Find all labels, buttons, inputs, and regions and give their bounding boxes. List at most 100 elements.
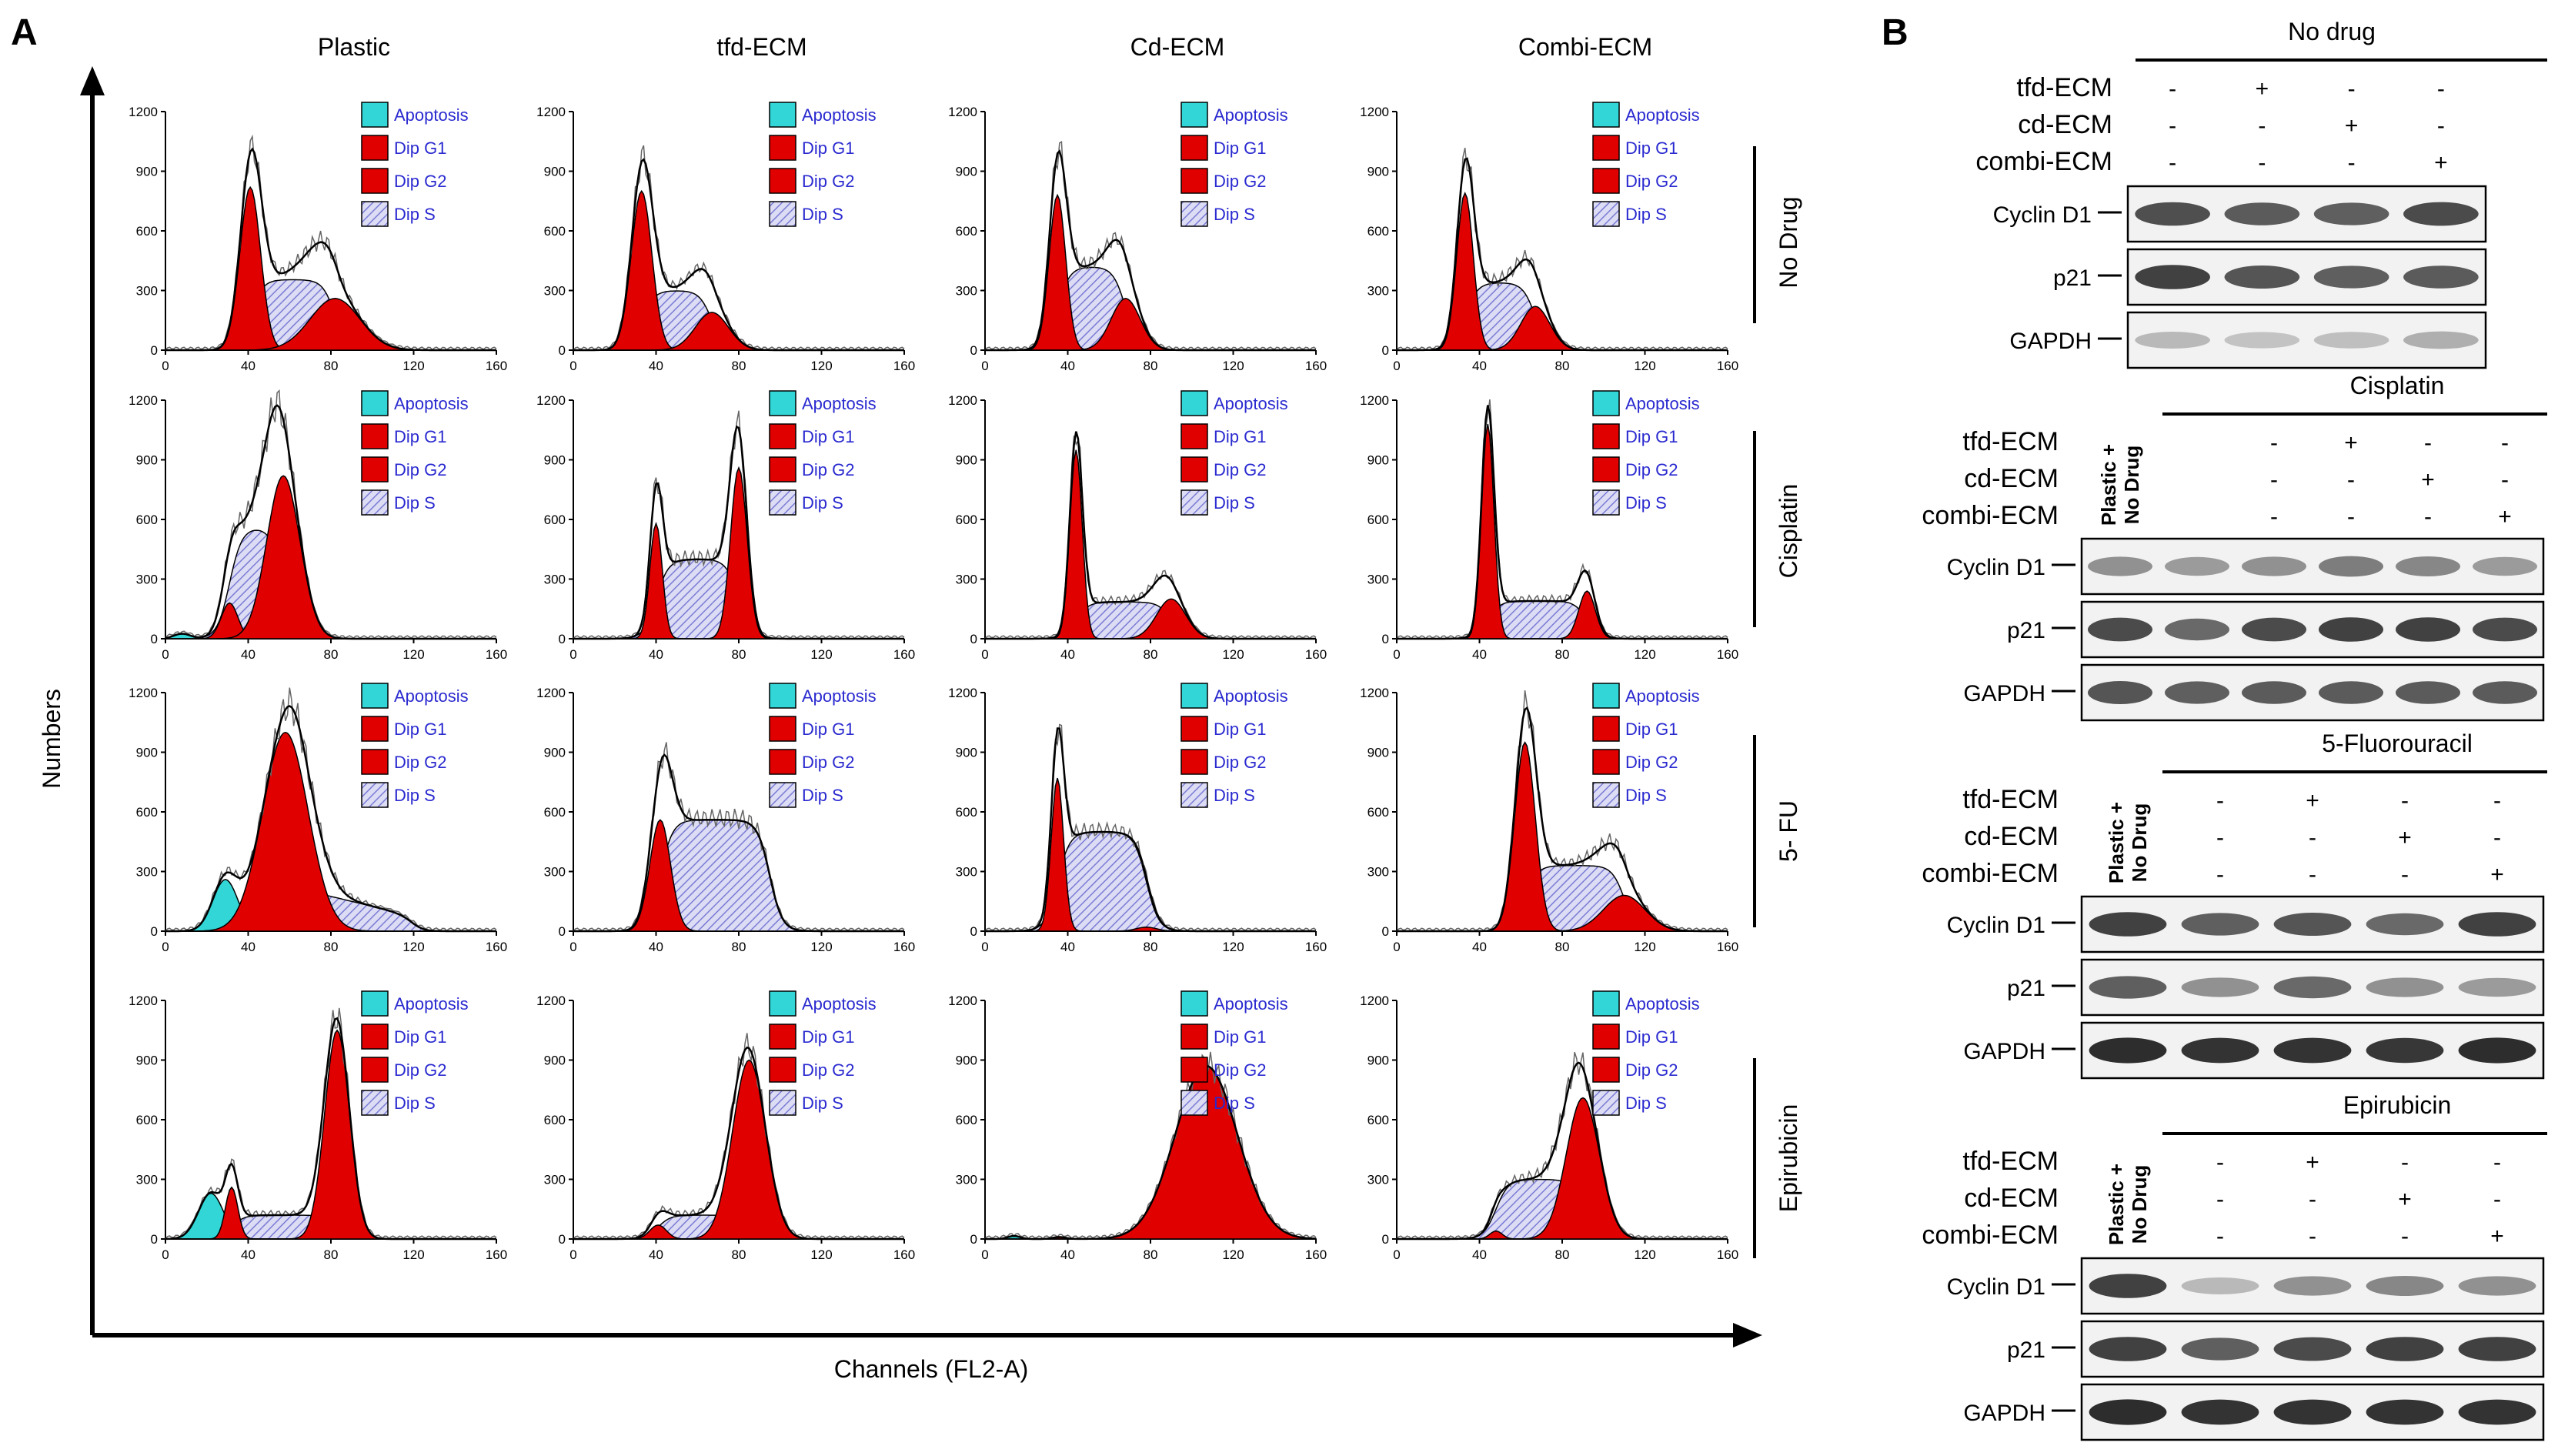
legend-dip-s: Dip S xyxy=(1625,1094,1667,1113)
x-tick-label: 40 xyxy=(1472,1247,1487,1262)
legend-dip-g1-swatch xyxy=(361,135,389,161)
x-tick-label: 40 xyxy=(1472,940,1487,954)
band xyxy=(2165,681,2229,704)
band xyxy=(2366,913,2444,936)
blot-section-cisplatin: Cisplatin tfd-ECM - + - - cd-ECM - - + - combi-ECM -… xyxy=(1922,372,2547,722)
legend-dip-g2: Dip G2 xyxy=(802,1060,854,1080)
band xyxy=(2458,1399,2536,1425)
no-drug-label: No Drug xyxy=(2128,803,2151,883)
band xyxy=(2273,1276,2352,1296)
band xyxy=(2403,331,2479,349)
band xyxy=(2165,618,2229,641)
x-tick-label: 120 xyxy=(810,647,832,662)
legend-dip-s-swatch xyxy=(1592,1090,1620,1116)
dip-s-area xyxy=(1397,865,1728,932)
histogram-5fu-combi: 0 300 600 900 1200 0 40 80 120 160 Apoptosis Dip G1… xyxy=(1360,683,1738,954)
col-title-cd-ecm: Cd-ECM xyxy=(1130,33,1225,61)
cond-tfd-ecm-label: tfd-ECM xyxy=(1962,785,2059,814)
x-tick-label: 160 xyxy=(893,359,915,373)
x-tick-label: 120 xyxy=(1222,359,1244,373)
protein-label-p21: p21 xyxy=(2007,976,2045,1001)
x-tick-label: 80 xyxy=(732,1247,746,1262)
y-tick-label: 300 xyxy=(136,573,158,587)
band xyxy=(2273,913,2352,936)
cond-cd-ecm-label: cd-ECM xyxy=(1964,1184,2059,1213)
band xyxy=(2396,681,2460,704)
fit-curve xyxy=(573,753,904,933)
x-tick-label: 80 xyxy=(1555,647,1570,662)
legend-dip-g1: Dip G1 xyxy=(802,1027,854,1047)
legend-dip-s: Dip S xyxy=(802,205,843,224)
legend-dip-g1: Dip G1 xyxy=(394,1027,446,1047)
raw-trace xyxy=(984,435,1317,640)
band xyxy=(2396,617,2460,642)
section-title: Cisplatin xyxy=(2350,372,2445,399)
y-tick-label: 0 xyxy=(970,1232,977,1247)
legend-dip-s: Dip S xyxy=(802,1094,843,1113)
minus-sign: - xyxy=(2401,788,2409,813)
legend-apoptosis: Apoptosis xyxy=(802,394,877,413)
x-tick-label: 0 xyxy=(162,359,169,373)
legend-dip-g1-swatch xyxy=(1180,423,1208,449)
legend-dip-g1: Dip G1 xyxy=(802,720,854,739)
legend-dip-s-swatch xyxy=(1592,782,1620,808)
x-tick-label: 160 xyxy=(1305,647,1327,662)
dip-s-area xyxy=(1397,600,1728,640)
y-tick-label: 300 xyxy=(136,1173,158,1187)
fit-curve xyxy=(1397,706,1728,933)
protein-label-gapdh: GAPDH xyxy=(1963,1039,2045,1064)
y-tick-label: 0 xyxy=(559,343,566,358)
y-tick-label: 0 xyxy=(970,343,977,358)
minus-sign: - xyxy=(2437,113,2445,139)
y-tick-label: 0 xyxy=(151,343,158,358)
blot-strip xyxy=(2080,663,2545,722)
legend-apoptosis: Apoptosis xyxy=(394,394,469,413)
legend-dip-g2-swatch xyxy=(361,749,389,775)
x-tick-label: 40 xyxy=(1472,647,1487,662)
legend-dip-g1-swatch xyxy=(1592,135,1620,161)
fit-curve xyxy=(165,1017,496,1241)
legend-apoptosis: Apoptosis xyxy=(1625,994,1700,1014)
band xyxy=(2089,1399,2167,1425)
band xyxy=(2319,617,2383,642)
legend-dip-g1-swatch xyxy=(769,1024,796,1050)
raw-trace xyxy=(1396,399,1728,640)
y-tick-label: 900 xyxy=(956,453,977,468)
row-label-5fu: 5- FU xyxy=(1775,800,1802,862)
y-tick-label: 600 xyxy=(544,805,566,820)
x-tick-label: 40 xyxy=(649,1247,663,1262)
legend-dip-g2: Dip G2 xyxy=(1214,753,1266,772)
minus-sign: - xyxy=(2493,825,2501,850)
y-tick-label: 1200 xyxy=(1360,393,1389,408)
minus-sign: - xyxy=(2501,430,2509,456)
x-tick-label: 40 xyxy=(649,940,663,954)
y-tick-label: 900 xyxy=(544,165,566,179)
legend-apoptosis-swatch xyxy=(1180,683,1208,709)
minus-sign: - xyxy=(2270,430,2278,456)
x-tick-label: 80 xyxy=(732,359,746,373)
histogram-cisplatin-tfd: 0 300 600 900 1200 0 40 80 120 160 Apoptosis Dip G1… xyxy=(536,390,915,662)
histogram-5fu-plastic: 0 300 600 900 1200 0 40 80 120 160 Apoptosis Dip G1… xyxy=(129,683,507,954)
band xyxy=(2458,977,2536,997)
legend-dip-s: Dip S xyxy=(1625,205,1667,224)
y-tick-label: 600 xyxy=(136,805,158,820)
legend-dip-s: Dip S xyxy=(1214,786,1255,805)
legend-dip-s: Dip S xyxy=(394,1094,436,1113)
band xyxy=(2089,912,2167,937)
minus-sign: - xyxy=(2169,113,2176,139)
band xyxy=(2473,556,2537,576)
y-tick-label: 900 xyxy=(1367,1054,1389,1068)
minus-sign: - xyxy=(2348,150,2356,175)
x-tick-label: 120 xyxy=(402,359,424,373)
panel-a-axes xyxy=(80,66,1762,1347)
legend-dip-g2-swatch xyxy=(361,1057,389,1083)
band xyxy=(2089,976,2167,999)
y-tick-label: 0 xyxy=(151,632,158,646)
legend-dip-g2-swatch xyxy=(769,749,796,775)
x-tick-label: 0 xyxy=(981,647,988,662)
dip-g2-area xyxy=(573,466,904,640)
y-tick-label: 300 xyxy=(544,573,566,587)
y-tick-label: 1200 xyxy=(1360,993,1389,1008)
x-tick-label: 160 xyxy=(1717,1247,1738,1262)
